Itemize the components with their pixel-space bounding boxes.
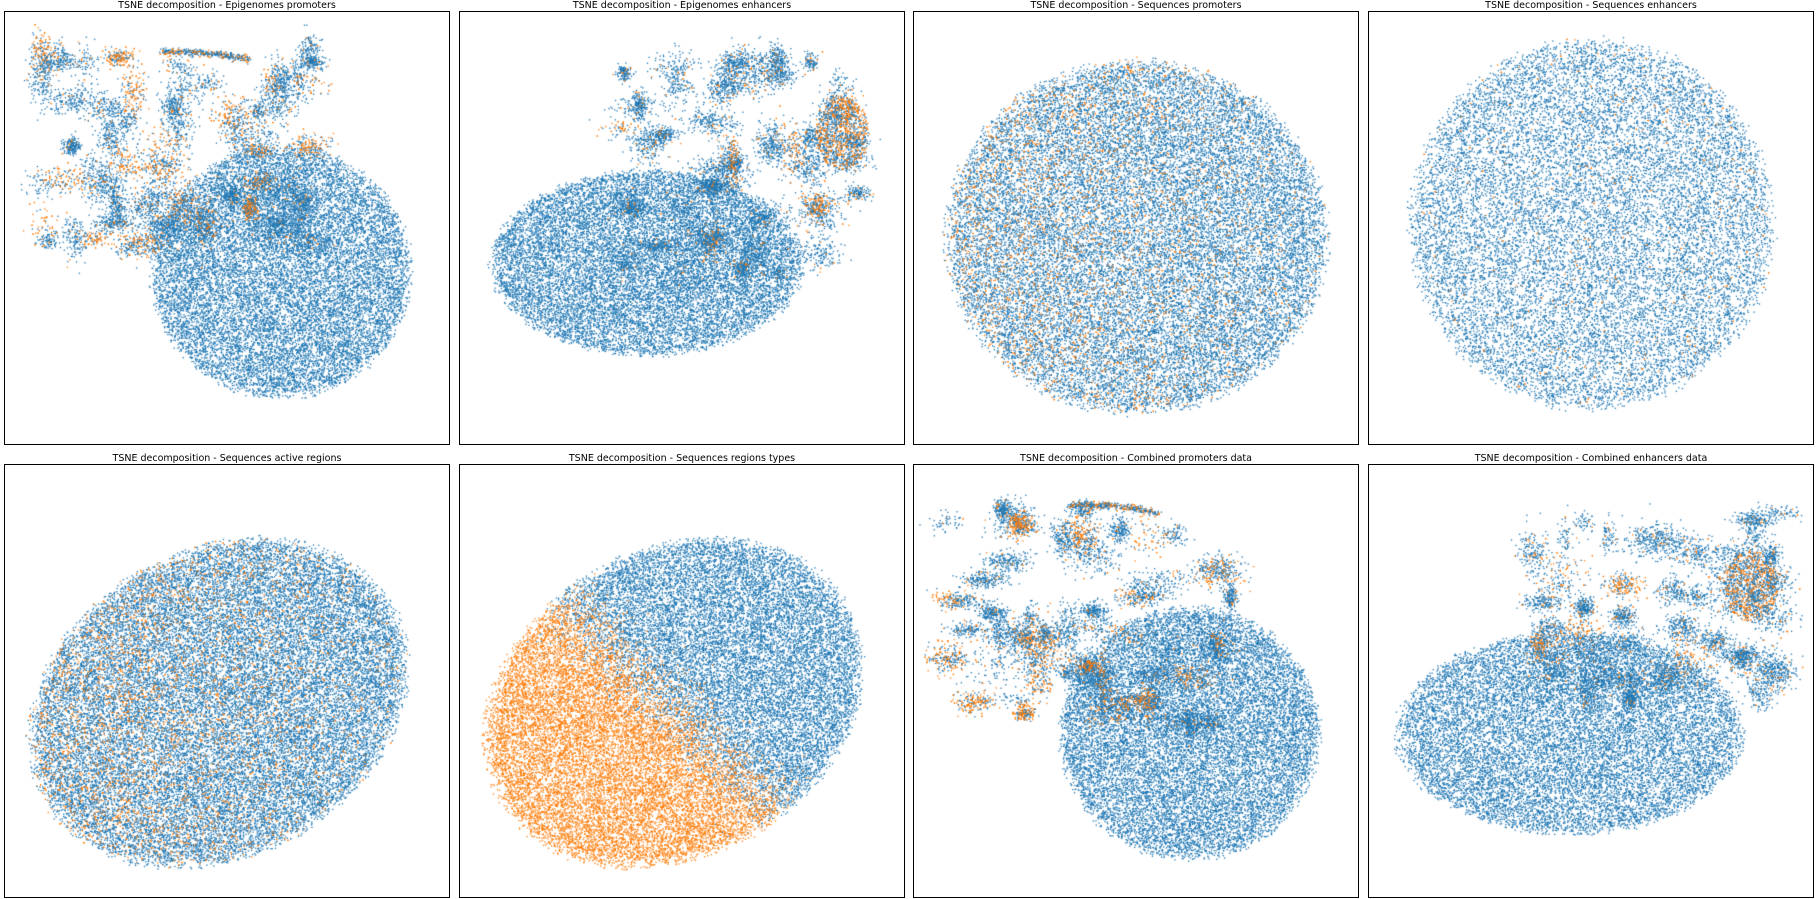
panel-title: TSNE decomposition - Sequences promoters [1030,0,1242,11]
panel-sequences-regions-types: TSNE decomposition - Sequences regions t… [459,453,905,899]
panel-title: TSNE decomposition - Sequences regions t… [568,453,796,464]
scatter-plot-area [913,11,1359,445]
panel-sequences-active-regions: TSNE decomposition - Sequences active re… [4,453,450,899]
scatter-points [1369,465,1813,897]
scatter-plot-area [459,464,905,898]
scatter-plot-area [1368,11,1814,445]
scatter-points [914,12,1358,444]
scatter-points [914,465,1358,897]
scatter-points [460,12,904,444]
scatter-points [5,12,449,444]
panel-sequences-promoters: TSNE decomposition - Sequences promoters [913,0,1359,446]
scatter-plot-area [913,464,1359,898]
panel-sequences-enhancers: TSNE decomposition - Sequences enhancers [1368,0,1814,446]
panel-combined-promoters-data: TSNE decomposition - Combined promoters … [913,453,1359,899]
scatter-plot-area [459,11,905,445]
panel-title: TSNE decomposition - Combined enhancers … [1474,453,1708,464]
panel-title: TSNE decomposition - Sequences active re… [112,453,342,464]
panel-title: TSNE decomposition - Epigenomes enhancer… [572,0,792,11]
scatter-points [5,465,449,897]
panel-title: TSNE decomposition - Combined promoters … [1020,453,1252,464]
scatter-plot-area [1368,464,1814,898]
panel-title: TSNE decomposition - Sequences enhancers [1485,0,1697,11]
scatter-points [1369,12,1813,444]
scatter-plot-area [4,464,450,898]
scatter-points [460,465,904,897]
panel-combined-enhancers-data: TSNE decomposition - Combined enhancers … [1368,453,1814,899]
scatter-plot-area [4,11,450,445]
panel-epigenomes-enhancers: TSNE decomposition - Epigenomes enhancer… [459,0,905,446]
panel-title: TSNE decomposition - Epigenomes promoter… [118,0,336,11]
panel-epigenomes-promoters: TSNE decomposition - Epigenomes promoter… [4,0,450,446]
